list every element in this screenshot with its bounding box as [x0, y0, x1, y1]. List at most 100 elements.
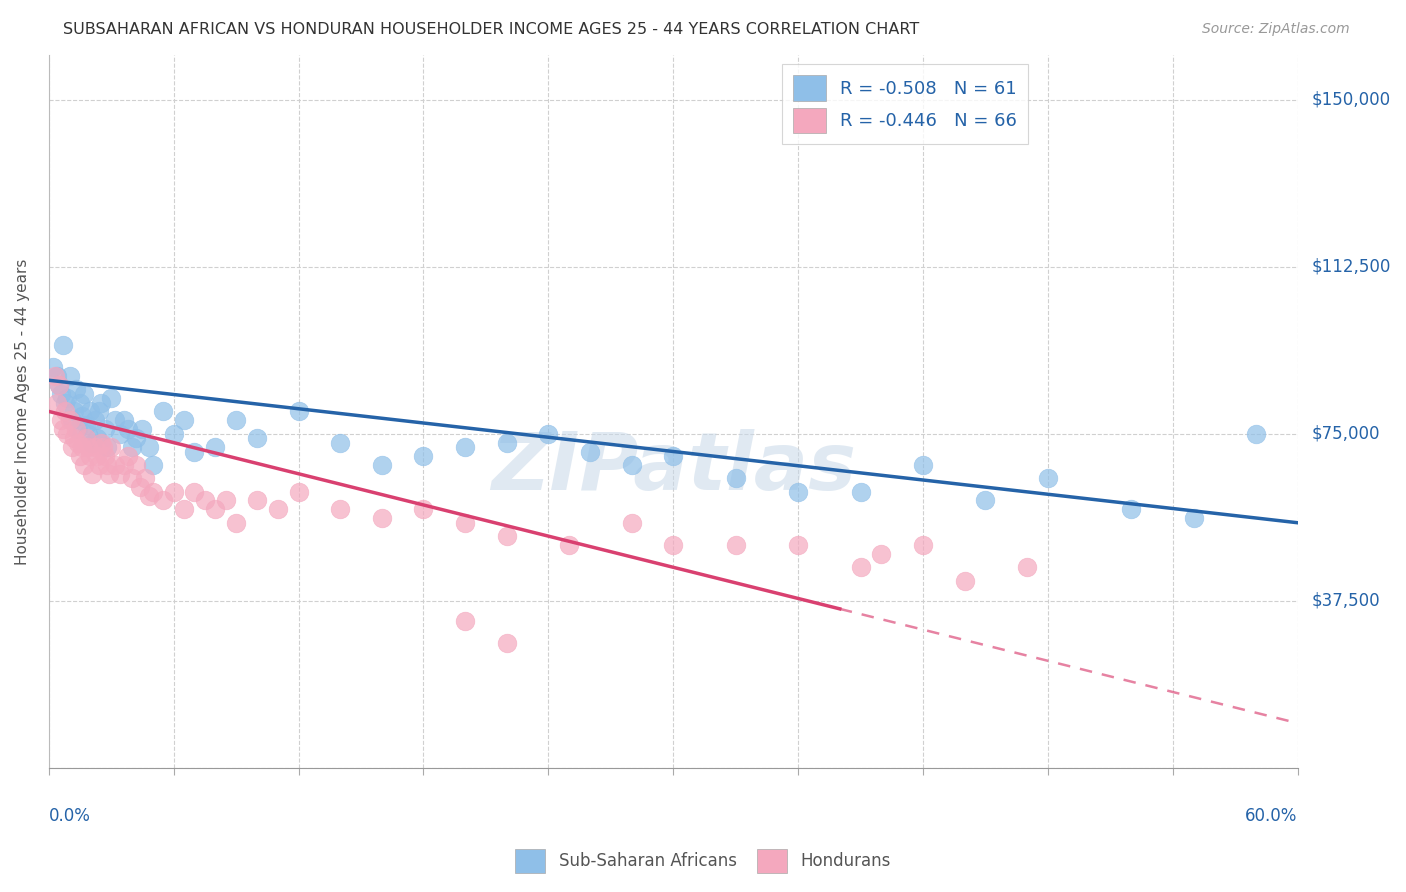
Point: [724, 538, 747, 552]
Point: [108, 426, 131, 441]
Point: [83, 413, 105, 427]
Y-axis label: Householder Income Ages 25 - 44 years: Householder Income Ages 25 - 44 years: [15, 259, 30, 565]
Point: [83, 440, 105, 454]
Point: [495, 529, 517, 543]
Point: [46, 395, 69, 409]
Point: [454, 614, 477, 628]
Point: [329, 435, 352, 450]
Point: [134, 471, 156, 485]
Text: 0.0%: 0.0%: [49, 807, 90, 825]
Point: [1244, 426, 1267, 441]
Point: [412, 502, 434, 516]
Point: [173, 502, 195, 516]
Point: [225, 413, 247, 427]
Point: [91, 440, 114, 454]
Point: [77, 440, 100, 454]
Point: [1182, 511, 1205, 525]
Text: 60.0%: 60.0%: [1246, 807, 1298, 825]
Point: [100, 440, 122, 454]
Point: [953, 574, 976, 588]
Point: [579, 444, 602, 458]
Point: [163, 484, 186, 499]
Point: [79, 404, 101, 418]
Point: [104, 458, 127, 472]
Point: [173, 413, 195, 427]
Point: [77, 426, 100, 441]
Point: [70, 409, 93, 423]
Point: [1017, 560, 1039, 574]
Point: [125, 458, 148, 472]
Point: [371, 511, 394, 525]
Point: [620, 458, 643, 472]
Point: [44, 368, 66, 383]
Point: [69, 395, 91, 409]
Point: [131, 422, 153, 436]
Text: SUBSAHARAN AFRICAN VS HONDURAN HOUSEHOLDER INCOME AGES 25 - 44 YEARS CORRELATION: SUBSAHARAN AFRICAN VS HONDURAN HOUSEHOLD…: [63, 22, 920, 37]
Point: [42, 359, 65, 374]
Point: [412, 449, 434, 463]
Point: [86, 449, 108, 463]
Point: [87, 404, 110, 418]
Point: [60, 413, 83, 427]
Point: [75, 417, 97, 432]
Point: [51, 386, 73, 401]
Point: [1036, 471, 1059, 485]
Point: [152, 493, 174, 508]
Text: ZIPatlas: ZIPatlas: [491, 429, 856, 508]
Point: [974, 493, 997, 508]
Text: $37,500: $37,500: [1312, 591, 1381, 610]
Point: [246, 431, 269, 445]
Legend: R = -0.508   N = 61, R = -0.446   N = 66: R = -0.508 N = 61, R = -0.446 N = 66: [782, 64, 1028, 145]
Point: [121, 471, 143, 485]
Text: $150,000: $150,000: [1312, 91, 1391, 109]
Point: [66, 422, 89, 436]
Point: [287, 484, 309, 499]
Point: [371, 458, 394, 472]
Point: [495, 435, 517, 450]
Point: [142, 484, 165, 499]
Point: [65, 382, 87, 396]
Point: [662, 449, 685, 463]
Point: [849, 560, 872, 574]
Point: [215, 493, 238, 508]
Point: [112, 413, 135, 427]
Point: [46, 368, 69, 383]
Point: [108, 467, 131, 481]
Point: [724, 471, 747, 485]
Point: [62, 431, 84, 445]
Point: [183, 484, 205, 499]
Point: [104, 413, 127, 427]
Point: [90, 395, 112, 409]
Point: [69, 449, 91, 463]
Point: [58, 413, 80, 427]
Point: [787, 538, 810, 552]
Point: [73, 386, 96, 401]
Point: [454, 516, 477, 530]
Point: [138, 489, 160, 503]
Point: [52, 422, 75, 436]
Point: [73, 458, 96, 472]
Point: [537, 426, 560, 441]
Point: [96, 458, 118, 472]
Point: [194, 493, 217, 508]
Point: [96, 440, 118, 454]
Point: [1121, 502, 1143, 516]
Point: [121, 440, 143, 454]
Point: [287, 404, 309, 418]
Point: [55, 395, 77, 409]
Point: [163, 426, 186, 441]
Point: [51, 413, 73, 427]
Point: [870, 547, 893, 561]
Point: [495, 636, 517, 650]
Point: [204, 502, 226, 516]
Point: [94, 422, 117, 436]
Point: [82, 467, 104, 481]
Point: [225, 516, 247, 530]
Point: [82, 435, 104, 450]
Point: [662, 538, 685, 552]
Point: [48, 377, 70, 392]
Point: [79, 449, 101, 463]
Point: [204, 440, 226, 454]
Point: [454, 440, 477, 454]
Point: [98, 467, 121, 481]
